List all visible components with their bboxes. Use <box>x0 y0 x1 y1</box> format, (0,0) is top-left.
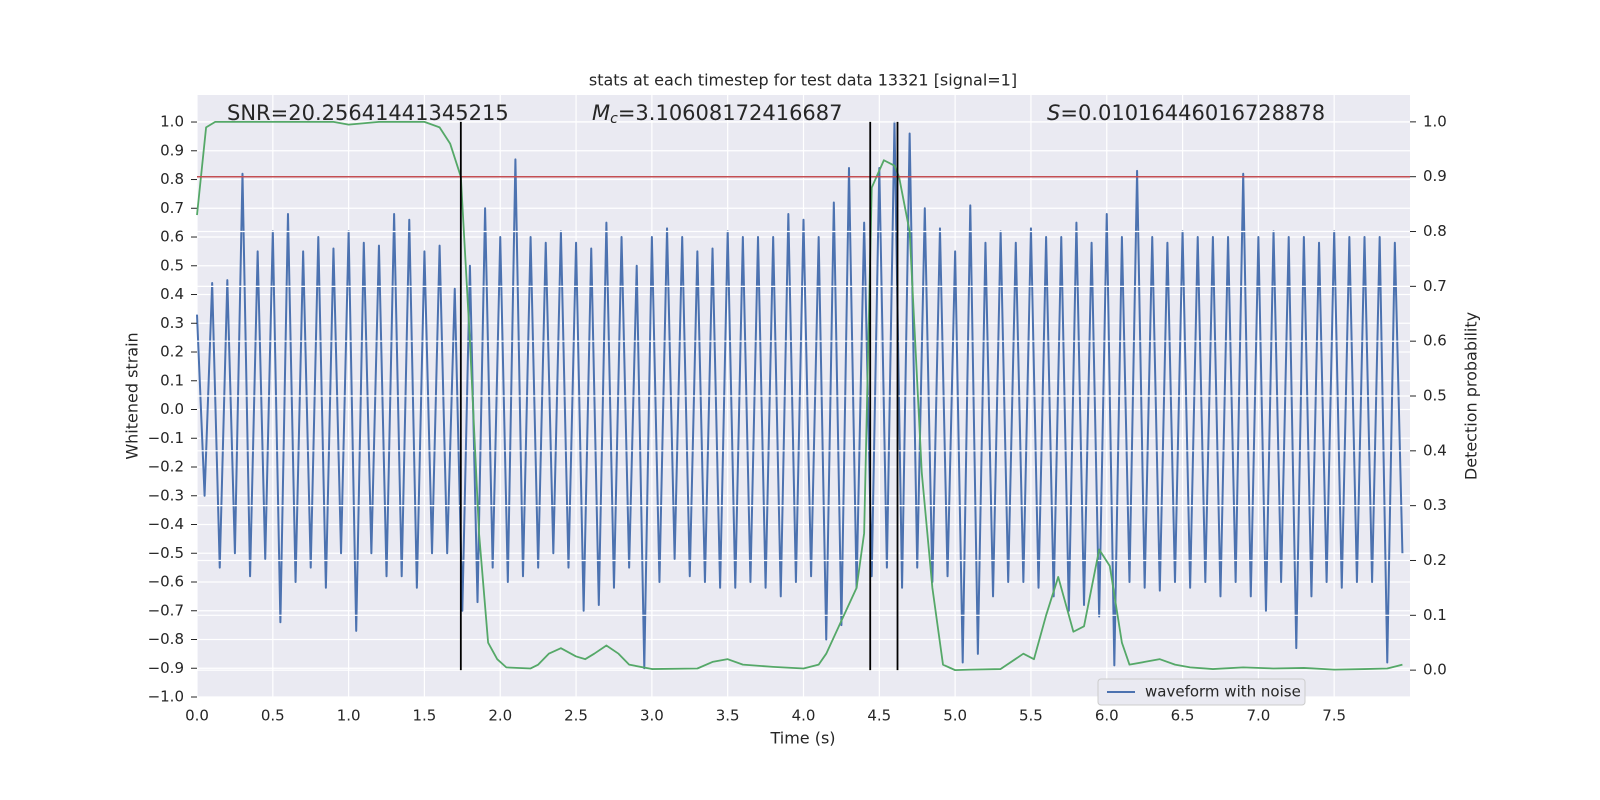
x-tick-label: 5.0 <box>943 707 967 725</box>
legend-box <box>1097 678 1306 706</box>
annotation: S=0.01016446016728878 <box>1047 101 1325 125</box>
x-tick-label: 2.5 <box>564 707 588 725</box>
y2-tick-label: 0.1 <box>1423 606 1447 624</box>
x-axis-label: Time (s) <box>769 729 835 748</box>
x-tick-label: 0.0 <box>185 707 209 725</box>
y-tick-label: −0.6 <box>148 573 184 591</box>
annotation-text: =0.01016446016728878 <box>1060 101 1325 125</box>
y2-tick-label: 0.9 <box>1423 167 1447 185</box>
y-tick-label: −0.1 <box>148 429 184 447</box>
y-tick-label: 0.9 <box>160 141 184 159</box>
y-tick-label: 0.5 <box>160 256 184 274</box>
x-tick-label: 7.0 <box>1246 707 1270 725</box>
x-tick-label: 4.5 <box>867 707 891 725</box>
annotation-symbol: M <box>592 101 610 125</box>
x-tick-label: 0.5 <box>261 707 285 725</box>
y2-tick-label: 0.2 <box>1423 551 1447 569</box>
series-line <box>196 120 1403 672</box>
y-tick-label: −0.9 <box>148 659 184 677</box>
y-tick-label: 0.6 <box>160 228 184 246</box>
y2-tick-label: 0.4 <box>1423 441 1447 459</box>
y2-tick-label: 0.6 <box>1423 332 1447 350</box>
annotation-text: SNR=20.25641441345215 <box>227 101 509 125</box>
x-tick-label: 4.0 <box>792 707 816 725</box>
annotation: SNR=20.25641441345215 <box>227 101 509 125</box>
legend-label: waveform with noise <box>1145 683 1301 701</box>
y2-tick-label: 0.5 <box>1423 387 1447 405</box>
x-tick-label: 6.5 <box>1171 707 1195 725</box>
y-tick-label: −0.4 <box>148 515 184 533</box>
x-tick-label: 3.0 <box>640 707 664 725</box>
y-tick-label: 0.0 <box>160 400 184 418</box>
x-tick-label: 5.5 <box>1019 707 1043 725</box>
y2-tick-label: 0.7 <box>1423 277 1447 295</box>
y2-tick-label: 0.8 <box>1423 222 1447 240</box>
annotation-text: =3.10608172416687 <box>618 101 843 125</box>
x-tick-label: 1.0 <box>337 707 361 725</box>
y-tick-label: 0.7 <box>160 199 184 217</box>
y-tick-label: 0.3 <box>160 314 184 332</box>
annotation-symbol: S <box>1047 101 1060 125</box>
y-tick-label: −0.8 <box>148 630 184 648</box>
y2-axis-label: Detection probability <box>1462 312 1481 480</box>
annotation-subscript: c <box>610 111 618 127</box>
x-tick-label: 2.0 <box>488 707 512 725</box>
chart-title: stats at each timestep for test data 133… <box>589 71 1017 90</box>
x-tick-label: 7.5 <box>1322 707 1346 725</box>
y2-tick-label: 1.0 <box>1423 112 1447 130</box>
y-tick-label: 1.0 <box>160 113 184 131</box>
marks <box>196 121 1404 670</box>
y2-tick-label: 0.0 <box>1423 661 1447 679</box>
x-tick-label: 6.0 <box>1095 707 1119 725</box>
series-line <box>196 121 1404 670</box>
y-tick-label: 0.8 <box>160 170 184 188</box>
y-axis-label: Whitened strain <box>123 332 142 459</box>
y-tick-label: 0.2 <box>160 343 184 361</box>
x-tick-label: 1.5 <box>413 707 437 725</box>
y-tick-label: −0.5 <box>148 544 184 562</box>
y2-tick-label: 0.3 <box>1423 496 1447 514</box>
y-tick-label: −0.7 <box>148 601 184 619</box>
y-tick-label: −0.2 <box>148 458 184 476</box>
y-tick-label: −0.3 <box>148 486 184 504</box>
y-tick-label: 0.4 <box>160 285 184 303</box>
y-tick-label: −1.0 <box>148 688 184 706</box>
y-tick-label: 0.1 <box>160 371 184 389</box>
annotation: Mc=3.10608172416687 <box>592 101 843 127</box>
x-tick-label: 3.5 <box>716 707 740 725</box>
